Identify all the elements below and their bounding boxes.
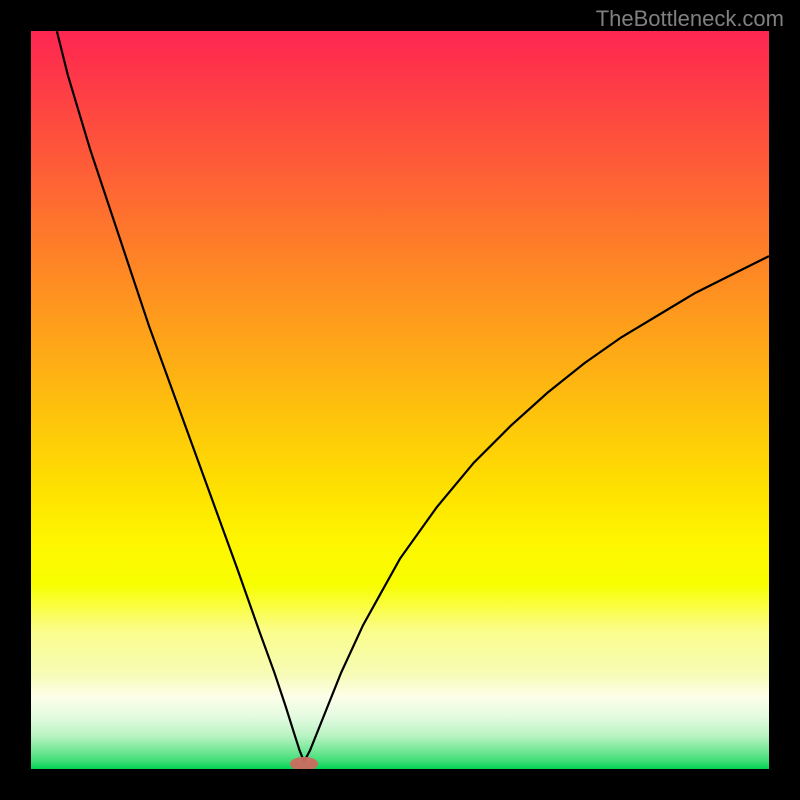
watermark-label: TheBottleneck.com [596, 6, 784, 32]
plot-area [31, 31, 769, 769]
gradient-background [31, 31, 769, 769]
chart-root: TheBottleneck.com [0, 0, 800, 800]
